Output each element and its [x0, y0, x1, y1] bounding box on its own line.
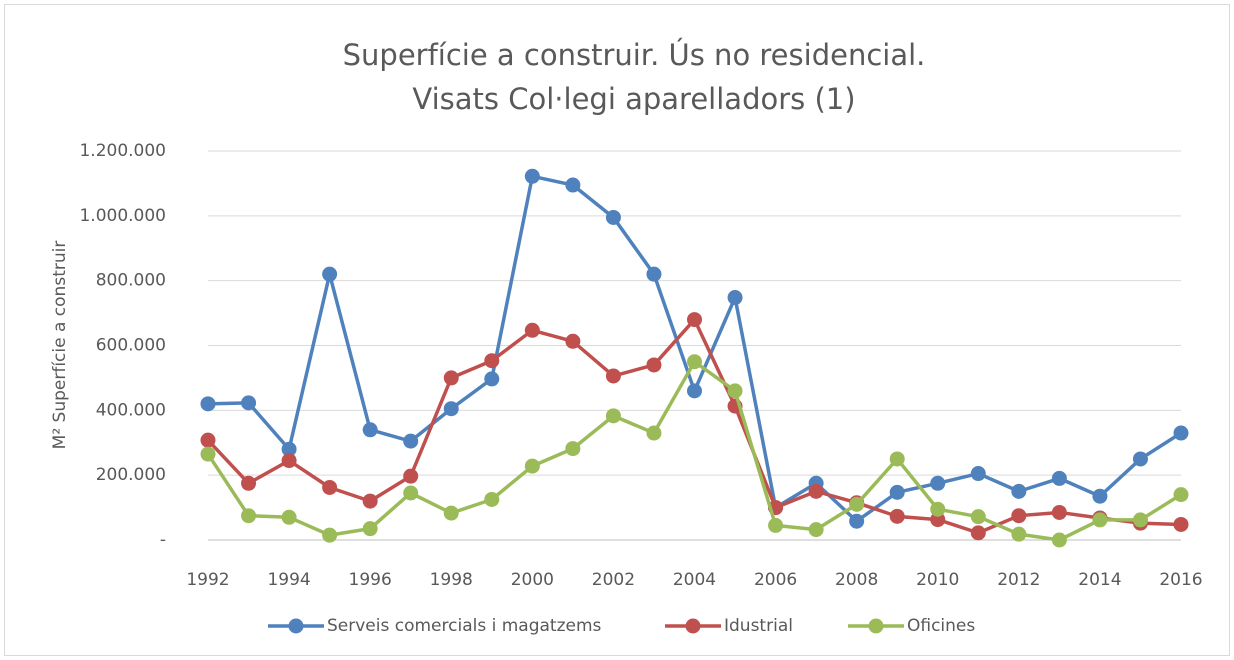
data-point — [646, 266, 662, 282]
data-point — [687, 383, 702, 399]
x-tick-label: 2006 — [754, 570, 797, 590]
data-point — [646, 357, 662, 373]
y-tick-label: 200.000 — [96, 465, 166, 485]
data-point — [889, 451, 905, 467]
data-point — [605, 368, 621, 384]
x-tick-label: 2004 — [673, 570, 716, 590]
data-point — [849, 496, 865, 512]
legend-label: Oficines — [907, 616, 975, 636]
data-point — [768, 517, 784, 533]
x-tick-label: 2014 — [1078, 570, 1121, 590]
y-axis-label: M² Superfície a construir — [50, 241, 70, 450]
x-tick-label: 2016 — [1159, 570, 1202, 590]
data-point — [362, 493, 378, 509]
data-point — [443, 505, 459, 521]
data-point — [322, 479, 338, 495]
legend-label: Serveis comercials i magatzems — [327, 616, 602, 636]
y-tick-label: - — [160, 530, 166, 550]
data-point — [1173, 487, 1189, 503]
data-point — [970, 466, 986, 482]
x-tick-label: 2002 — [592, 570, 635, 590]
data-point — [1132, 451, 1148, 467]
x-tick-label: 1998 — [430, 570, 473, 590]
chart-title: Superfície a construir. Ús no residencia… — [343, 38, 926, 72]
x-tick-label: 1994 — [267, 570, 310, 590]
y-tick-label: 1.200.000 — [79, 141, 166, 161]
data-point — [1173, 425, 1189, 441]
legend-marker — [868, 618, 884, 634]
data-point — [524, 322, 540, 338]
legend-label: Idustrial — [724, 616, 793, 636]
data-point — [362, 422, 378, 438]
data-point — [1051, 504, 1067, 520]
data-point — [727, 383, 743, 399]
chart-title: Visats Col·legi aparelladors (1) — [412, 82, 855, 116]
data-point — [322, 527, 338, 543]
data-point — [565, 441, 581, 457]
x-tick-label: 2000 — [511, 570, 554, 590]
data-point — [889, 484, 905, 500]
x-tick-label: 1996 — [349, 570, 392, 590]
data-point — [565, 177, 581, 193]
legend-marker — [288, 618, 304, 634]
data-point — [403, 433, 419, 449]
chart-border — [4, 4, 1230, 656]
data-point — [930, 501, 946, 517]
data-point — [1011, 508, 1027, 524]
data-point — [200, 446, 216, 462]
data-point — [403, 485, 419, 501]
data-point — [930, 475, 946, 491]
data-point — [1051, 532, 1067, 548]
data-point — [484, 491, 500, 507]
data-point — [1011, 526, 1027, 542]
legend-marker — [685, 618, 701, 634]
data-point — [362, 521, 378, 537]
data-point — [241, 395, 257, 411]
x-tick-label: 1992 — [186, 570, 229, 590]
y-tick-label: 600.000 — [96, 336, 166, 356]
data-point — [484, 371, 500, 387]
data-point — [646, 425, 662, 441]
data-point — [808, 522, 824, 538]
data-point — [930, 512, 946, 528]
data-point — [281, 441, 297, 457]
data-point — [241, 508, 257, 524]
x-tick-label: 2010 — [916, 570, 959, 590]
x-tick-label: 2008 — [835, 570, 878, 590]
data-point — [687, 312, 702, 328]
y-tick-label: 400.000 — [96, 400, 166, 420]
data-point — [403, 468, 419, 484]
data-point — [281, 509, 297, 525]
data-point — [1173, 516, 1189, 532]
x-tick-label: 2012 — [997, 570, 1040, 590]
data-point — [970, 525, 986, 541]
data-point — [200, 396, 216, 412]
data-point — [970, 509, 986, 525]
y-tick-label: 800.000 — [96, 271, 166, 291]
data-point — [1011, 483, 1027, 499]
data-point — [889, 508, 905, 524]
data-point — [1092, 488, 1108, 504]
y-tick-label: 1.000.000 — [79, 206, 166, 226]
data-point — [200, 432, 216, 448]
data-point — [524, 168, 540, 184]
data-point — [605, 209, 621, 225]
data-point — [322, 266, 338, 282]
data-point — [484, 353, 500, 369]
data-point — [1132, 512, 1148, 528]
data-point — [565, 333, 581, 349]
data-point — [281, 453, 297, 469]
data-point — [443, 401, 459, 417]
data-point — [687, 354, 702, 370]
data-point — [808, 483, 824, 499]
data-point — [524, 458, 540, 474]
data-point — [241, 475, 257, 491]
data-point — [727, 290, 743, 306]
data-point — [605, 408, 621, 424]
data-point — [443, 370, 459, 386]
data-point — [849, 513, 865, 529]
data-point — [1092, 512, 1108, 528]
data-point — [1051, 470, 1067, 486]
